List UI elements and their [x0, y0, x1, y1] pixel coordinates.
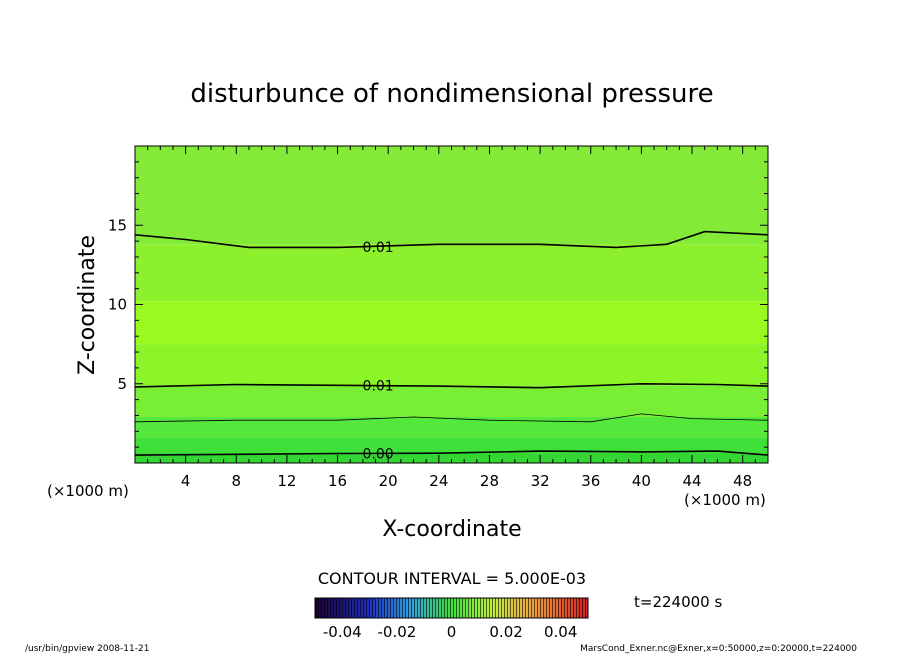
- color-band: [135, 244, 768, 302]
- color-band: [135, 344, 768, 386]
- colorbar-ticks: -0.04 -0.02 0 0.02 0.04: [323, 623, 578, 641]
- plot-area: 0.000.010.01 4 8 12 16 20 24 28 32 36 40 44 48 5101…: [108, 145, 769, 490]
- contour-labels: 0.00 0.01 0.01: [363, 240, 394, 463]
- x-tick-label: 32: [531, 472, 550, 490]
- x-tick-label: 36: [581, 472, 600, 490]
- color-band: [135, 437, 768, 454]
- x-tick-label: 28: [480, 472, 499, 490]
- footer-right: MarsCond_Exner.nc@Exner,x=0:50000,z=0:20…: [580, 644, 857, 654]
- y-tick-label: 10: [108, 296, 127, 314]
- y-tick-label: 15: [108, 216, 127, 234]
- color-band: [135, 417, 768, 438]
- contour-line: [135, 382, 768, 389]
- x-unit-right: (×1000 m): [684, 491, 766, 509]
- contour-line: [135, 230, 768, 249]
- contour-lines: [135, 230, 768, 456]
- colorbar-frame: [314, 597, 589, 619]
- footer-left: /usr/bin/gpview 2008-11-21: [25, 644, 149, 654]
- x-axis-ticks: 4 8 12 16 20 24 28 32 36 40 44 48: [147, 146, 756, 490]
- contour-line: [135, 450, 768, 456]
- color-band: [135, 453, 768, 463]
- x-tick-label: 12: [277, 472, 296, 490]
- colorbar-tick-label: 0: [447, 623, 457, 641]
- contour-interval-text: CONTOUR INTERVAL = 5.000E-03: [318, 569, 586, 588]
- colorbar-stripes: [315, 598, 588, 618]
- color-band: [135, 301, 768, 345]
- color-bands: [135, 146, 768, 463]
- x-tick-label: 8: [232, 472, 242, 490]
- color-band: [135, 146, 768, 245]
- x-unit-left: (×1000 m): [47, 482, 129, 500]
- colorbar-tick-label: 0.02: [489, 623, 522, 641]
- x-tick-label: 44: [682, 472, 701, 490]
- x-axis-label: X-coordinate: [382, 517, 521, 542]
- contour-line: [135, 413, 768, 423]
- x-tick-label: 4: [181, 472, 191, 490]
- x-tick-label: 20: [379, 472, 398, 490]
- colorbar: -0.04 -0.02 0 0.02 0.04: [314, 597, 589, 641]
- chart-title: disturbunce of nondimensional pressure: [190, 79, 713, 109]
- y-axis-label: Z-coordinate: [75, 235, 100, 375]
- contour-label: 0.01: [363, 240, 394, 256]
- colorbar-tick-label: -0.02: [377, 623, 416, 641]
- contour-label: 0.01: [363, 378, 394, 394]
- time-text: t=224000 s: [634, 593, 722, 611]
- colorbar-tick-label: -0.04: [323, 623, 362, 641]
- x-tick-label: 24: [429, 472, 448, 490]
- y-axis-ticks: 5 10 15: [108, 161, 768, 448]
- contour-label: 0.00: [363, 446, 394, 462]
- y-tick-label: 5: [117, 375, 127, 393]
- colorbar-tick-label: 0.04: [544, 623, 577, 641]
- x-tick-label: 48: [733, 472, 752, 490]
- color-band: [135, 385, 768, 418]
- x-tick-label: 40: [632, 472, 651, 490]
- x-tick-label: 16: [328, 472, 347, 490]
